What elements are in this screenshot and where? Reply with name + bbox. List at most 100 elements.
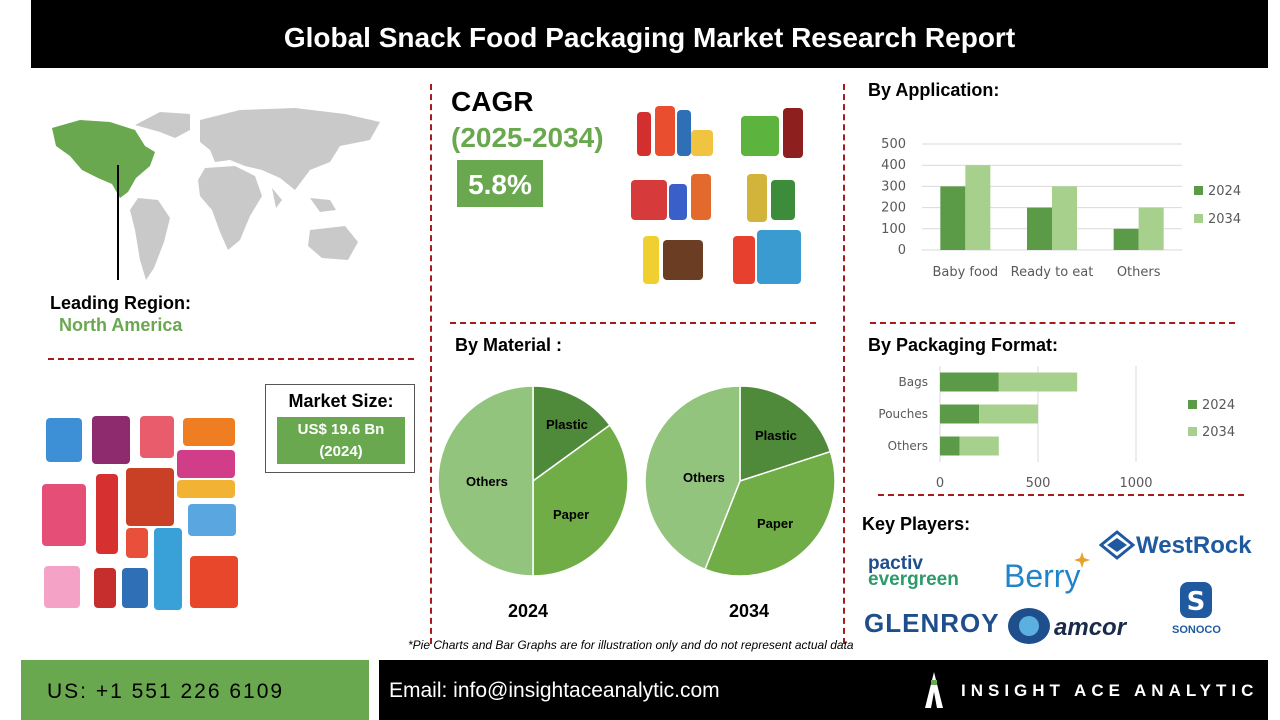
pack-bar-2034 xyxy=(979,404,1038,424)
app-xtick-label: Ready to eat xyxy=(1011,265,1094,280)
eurasia-shape xyxy=(200,108,380,190)
south-america-shape xyxy=(130,198,170,280)
app-bar-2034 xyxy=(1052,186,1077,250)
pack-legend-swatch xyxy=(1188,400,1197,409)
pie-2024-label-others: Others xyxy=(466,474,508,489)
asia-islands-shape xyxy=(310,198,336,212)
pie-slice-plastic xyxy=(739,385,832,483)
logo-berry: Berry xyxy=(1004,558,1081,594)
app-bar-2024 xyxy=(1113,228,1139,250)
contact-bar: Email: info@insightaceanalytic.com INSIG… xyxy=(379,660,1268,720)
contact-email[interactable]: Email: info@insightaceanalytic.com xyxy=(389,679,720,702)
pack-bar-2024 xyxy=(940,372,999,392)
app-legend-label: 2034 xyxy=(1208,212,1241,227)
app-legend-label: 2024 xyxy=(1208,184,1241,199)
market-size-value: US$ 19.6 Bn (2024) xyxy=(277,417,405,464)
pie-slice-plastic xyxy=(532,385,611,483)
packaging-chart-title: By Packaging Format: xyxy=(868,335,1059,355)
cagr-label: CAGR xyxy=(451,86,534,117)
snack-products-illustration xyxy=(625,100,815,290)
logo-sonoco: SONOCO xyxy=(1172,624,1221,636)
packaging-bar-chart: 0 500 1000 Bags Pouches Others 2024 2034 xyxy=(878,366,1235,491)
pack-bar-2034 xyxy=(959,436,999,456)
india-shape xyxy=(272,188,282,208)
page-title: Global Snack Food Packaging Market Resea… xyxy=(31,0,1268,68)
pack-ytick-label: Bags xyxy=(899,375,928,389)
material-pie-2034 xyxy=(644,385,836,577)
app-legend-swatch xyxy=(1194,186,1203,195)
pack-bar-2024 xyxy=(940,404,980,424)
application-bar-chart: 0 100 200 300 400 500 Baby food Ready to eat Oth… xyxy=(881,137,1241,280)
pie-2024-year: 2024 xyxy=(508,601,549,621)
pack-xtick-label: 500 xyxy=(1026,476,1051,491)
sonoco-icon: S xyxy=(1180,582,1212,618)
pie-2024-label-plastic: Plastic xyxy=(546,417,588,432)
divider-vertical-left xyxy=(430,84,432,644)
divider-application xyxy=(870,322,1235,324)
pie-slice-paper xyxy=(532,424,629,577)
divider-region xyxy=(48,358,414,360)
pie-slice-paper xyxy=(704,450,836,577)
contact-phone[interactable]: US: +1 551 226 6109 xyxy=(21,660,369,720)
divider-cagr xyxy=(450,322,816,324)
leading-region-value: North America xyxy=(59,315,183,335)
logo-pactiv: pactiv xyxy=(868,553,923,574)
pack-ytick-label: Pouches xyxy=(878,407,928,421)
pie-slice-others xyxy=(437,385,534,577)
pack-bar-2034 xyxy=(998,372,1078,392)
pack-xtick-label: 0 xyxy=(936,476,944,491)
market-size-year: (2024) xyxy=(319,443,363,460)
pie-slice-others xyxy=(644,385,741,571)
pie-2034-label-paper: Paper xyxy=(757,516,794,531)
north-america-shape xyxy=(52,120,155,198)
app-ytick-label: 400 xyxy=(881,158,906,173)
divider-vertical-right xyxy=(843,84,845,644)
divider-packaging xyxy=(878,494,1244,496)
app-xtick-label: Baby food xyxy=(932,265,998,280)
region-leader-line xyxy=(117,165,119,280)
pack-legend-swatch xyxy=(1188,427,1197,436)
greenland-shape xyxy=(135,112,190,138)
africa-shape xyxy=(198,166,262,250)
pack-bar-2024 xyxy=(940,436,960,456)
logo-evergreen: evergreen xyxy=(868,569,959,590)
app-xtick-label: Others xyxy=(1117,265,1161,280)
app-ytick-label: 100 xyxy=(881,222,906,237)
app-ytick-label: 200 xyxy=(881,201,906,216)
pack-ytick-label: Others xyxy=(888,439,928,453)
app-ytick-label: 300 xyxy=(881,179,906,194)
app-bar-2024 xyxy=(1027,207,1052,250)
leading-region-label: Leading Region: xyxy=(50,293,191,313)
app-bar-2034 xyxy=(965,165,991,250)
westrock-icon xyxy=(1099,530,1135,560)
app-ytick-label: 0 xyxy=(898,243,906,258)
svg-text:S: S xyxy=(1187,587,1206,617)
pack-xtick-label: 1000 xyxy=(1119,476,1152,491)
cagr-value: 5.8% xyxy=(457,160,543,207)
market-size-box: Market Size: US$ 19.6 Bn (2024) xyxy=(265,384,415,473)
market-size-label: Market Size: xyxy=(288,391,394,411)
pie-2034-year: 2034 xyxy=(729,601,770,621)
berry-star-icon xyxy=(1074,552,1090,568)
logo-amcor: amcor xyxy=(1054,614,1127,641)
insight-ace-logo-icon xyxy=(925,672,943,708)
world-map xyxy=(52,108,380,280)
logo-glenroy: GLENROY xyxy=(864,608,1000,638)
pie-2034-label-others: Others xyxy=(683,470,725,485)
amcor-icon xyxy=(1008,608,1050,644)
market-size-amount: US$ 19.6 Bn xyxy=(297,421,385,438)
logo-westrock: WestRock xyxy=(1136,532,1252,559)
pack-legend-label: 2024 xyxy=(1202,398,1235,413)
application-chart-title: By Application: xyxy=(868,80,1000,100)
australia-shape xyxy=(308,226,358,260)
pie-2034-label-plastic: Plastic xyxy=(755,428,797,443)
pie-2024-label-paper: Paper xyxy=(553,507,590,522)
snack-packages-illustration xyxy=(40,410,245,615)
app-bar-2034 xyxy=(1138,207,1164,250)
app-ytick-label: 500 xyxy=(881,137,906,152)
pack-legend-label: 2034 xyxy=(1202,425,1235,440)
app-legend-swatch xyxy=(1194,214,1203,223)
material-pie-2024 xyxy=(437,385,629,577)
key-players-title: Key Players: xyxy=(862,514,971,534)
cagr-period: (2025-2034) xyxy=(451,122,604,153)
